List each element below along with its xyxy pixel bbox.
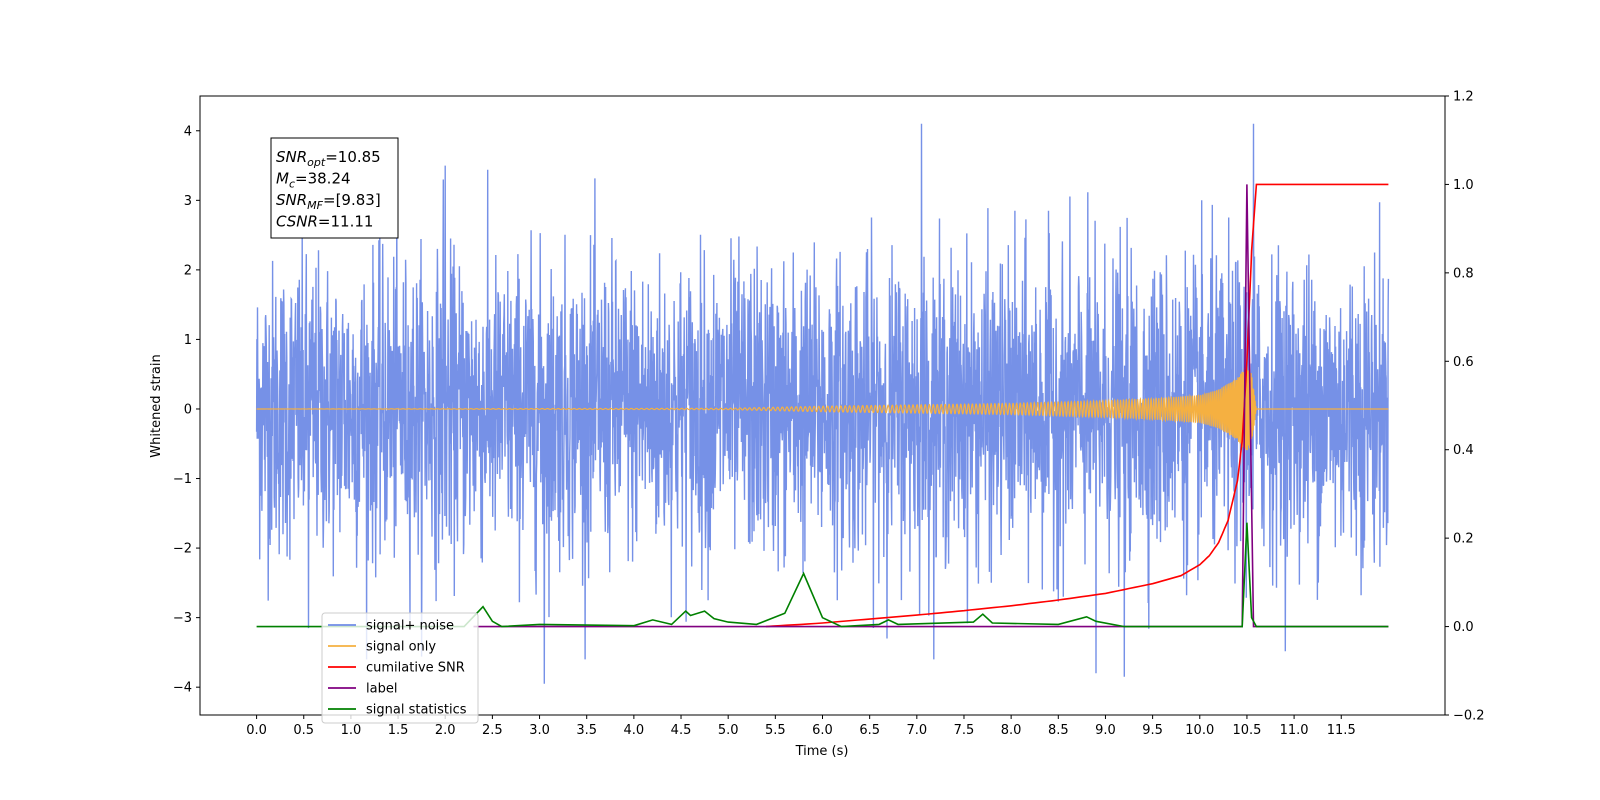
x-tick-label: 9.5: [1142, 723, 1163, 738]
annotation-frame: [270, 137, 399, 239]
y-axis-right: −0.2 0.0 0.2 0.4 0.6 0.8 1.0 1.2: [1445, 90, 1485, 724]
x-tick-label: 3.5: [576, 723, 597, 738]
y-tick-label: −3: [173, 611, 192, 626]
y-tick-label: −1: [173, 472, 192, 487]
x-tick-label: 2.0: [435, 723, 456, 738]
y-right-tick-label: −0.2: [1453, 709, 1485, 724]
y-right-tick-label: 0.4: [1453, 443, 1474, 458]
y-tick-label: 2: [184, 263, 192, 278]
y-tick-label: 3: [184, 194, 192, 209]
y-right-tick-label: 1.0: [1453, 178, 1474, 193]
y-axis-label: Whitened strain: [149, 354, 164, 457]
legend: signal+ noise signal only cumilative SNR la…: [321, 612, 479, 724]
annotation-line: SNRMF=[9.83]: [276, 191, 381, 212]
y-right-tick-label: 1.2: [1453, 90, 1474, 105]
x-tick-label: 9.0: [1095, 723, 1116, 738]
x-tick-label: 4.0: [624, 723, 645, 738]
legend-frame: [321, 612, 479, 724]
x-tick-label: 7.5: [954, 723, 975, 738]
x-axis-label: Time (s): [795, 744, 849, 759]
y-tick-label: 4: [184, 124, 192, 139]
x-tick-label: 7.0: [906, 723, 927, 738]
x-tick-label: 11.5: [1327, 723, 1356, 738]
legend-label-signal-only: signal only: [366, 640, 436, 655]
y-right-tick-label: 0.8: [1453, 266, 1474, 281]
series-signal-statistics: [256, 522, 1389, 628]
y-right-tick-label: 0.0: [1453, 620, 1474, 635]
y-tick-label: −4: [173, 681, 192, 696]
annotation-box: SNRopt=10.85Mc=38.24SNRMF=[9.83]CSNR=11.…: [270, 137, 399, 239]
legend-label-label: label: [366, 682, 397, 697]
annotation-line: Mc=38.24: [276, 170, 351, 191]
series-signal-noise: [255, 123, 1390, 684]
x-tick-label: 4.5: [671, 723, 692, 738]
x-tick-label: 0.5: [293, 723, 314, 738]
annotation-line: CSNR=11.11: [276, 213, 373, 231]
x-tick-label: 3.0: [529, 723, 550, 738]
x-tick-label: 10.0: [1185, 723, 1214, 738]
x-tick-label: 10.5: [1232, 723, 1261, 738]
x-tick-label: 11.0: [1280, 723, 1309, 738]
x-tick-label: 0.0: [246, 723, 267, 738]
y-right-tick-label: 0.6: [1453, 355, 1474, 370]
series-cumilative-snr: [765, 183, 1389, 628]
x-tick-label: 5.5: [765, 723, 786, 738]
y-axis-left: −4 −3 −2 −1 0 1 2 3 4: [173, 124, 200, 696]
y-tick-label: −2: [173, 542, 192, 557]
x-tick-label: 5.0: [718, 723, 739, 738]
annotation-line: SNRopt=10.85: [276, 148, 381, 169]
x-tick-label: 2.5: [482, 723, 503, 738]
y-right-tick-label: 0.2: [1453, 532, 1474, 547]
legend-label-signal-statistics: signal statistics: [366, 703, 467, 718]
y-tick-label: 0: [184, 402, 192, 417]
x-axis: 0.0 0.5 1.0 1.5 2.0 2.5 3.0 3.5 4.0 4.5 5.0 5.5 6.0 6…: [246, 715, 1356, 738]
x-tick-label: 8.0: [1001, 723, 1022, 738]
x-tick-label: 1.0: [341, 723, 362, 738]
x-tick-label: 6.5: [859, 723, 880, 738]
y-tick-label: 1: [184, 333, 192, 348]
x-tick-label: 6.0: [812, 723, 833, 738]
series-layer: [255, 123, 1390, 684]
legend-label-cumilative-snr: cumilative SNR: [366, 661, 465, 676]
x-tick-label: 1.5: [388, 723, 409, 738]
legend-label-signal-noise: signal+ noise: [366, 619, 454, 634]
x-tick-label: 8.5: [1048, 723, 1069, 738]
series-signal-only: [256, 366, 1389, 451]
